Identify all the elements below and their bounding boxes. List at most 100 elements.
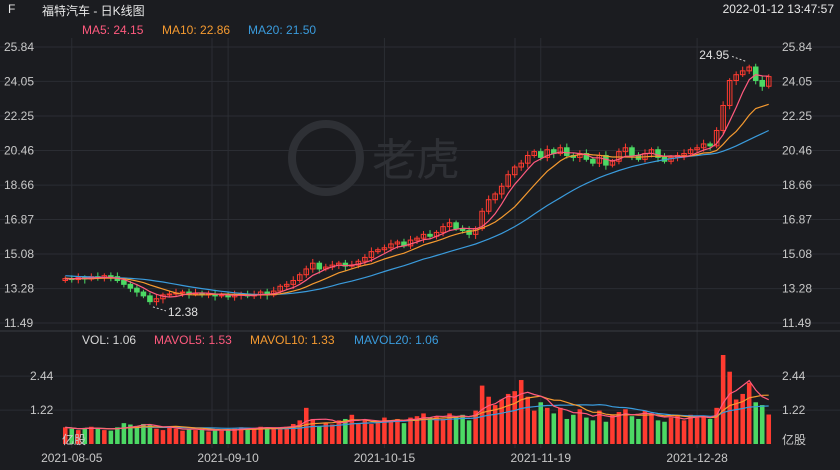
volume-bar [108, 430, 114, 444]
candle [427, 233, 433, 237]
volume-bar [401, 423, 407, 444]
volume-bar [636, 418, 641, 444]
candle [485, 199, 492, 212]
y-tick-left: 16.87 [4, 213, 34, 227]
y-tick-right: 24.05 [782, 74, 812, 88]
volume-bar [499, 399, 504, 444]
candle [283, 283, 290, 287]
annotation-leader [731, 55, 746, 62]
y-tick-right: 25.84 [782, 40, 812, 54]
volume-bar [349, 414, 355, 444]
volume-bar [727, 371, 732, 444]
vol-tick-left: 1.22 [30, 403, 54, 417]
volume-bar [408, 417, 413, 444]
annotation-low: 12.38 [168, 305, 198, 319]
x-tick-date: 2021-12-28 [666, 451, 728, 465]
candle [629, 147, 635, 156]
candle [498, 185, 505, 195]
candle [440, 226, 446, 233]
volume-bar [440, 418, 446, 444]
y-tick-right: 15.08 [782, 247, 812, 261]
volume-bar [193, 430, 198, 444]
volume-bar [160, 430, 166, 444]
volume-bar [629, 416, 635, 444]
y-tick-left: 24.05 [4, 74, 34, 88]
volume-bar [284, 426, 290, 444]
volume-bar [707, 418, 713, 444]
volume-bar [525, 396, 531, 444]
candle [303, 268, 310, 276]
legend-mavol20: MAVOL20: 1.06 [354, 333, 439, 347]
volume-bar [668, 417, 674, 444]
volume-bar [238, 427, 244, 444]
volume-bar [434, 416, 439, 444]
x-tick-date: 2021-10-15 [354, 451, 416, 465]
volume-bar [336, 420, 342, 444]
volume-bar [479, 385, 485, 444]
volume-bar [69, 428, 75, 444]
volume-bar [297, 420, 303, 444]
candle [147, 295, 153, 303]
volume-ma-lines [65, 379, 769, 431]
candle [179, 291, 186, 294]
legend-mavol5: MAVOL5: 1.53 [154, 333, 232, 347]
volume-bar [414, 416, 420, 444]
candle [681, 153, 687, 156]
candle [453, 222, 459, 230]
candle [290, 279, 297, 285]
volume-bar [115, 427, 120, 444]
volume-bar [323, 423, 329, 444]
volume-bar [564, 418, 570, 444]
candle [655, 149, 661, 158]
volume-bar [720, 355, 726, 444]
volume-bar [95, 428, 101, 444]
volume-bar [610, 414, 615, 444]
volume-bar [343, 418, 348, 444]
volume-bar [128, 424, 133, 444]
candle [388, 243, 394, 249]
volume-bar [427, 417, 433, 444]
volume-bar [206, 431, 211, 444]
volume-bar [590, 420, 596, 444]
candle [765, 76, 772, 87]
candle [694, 147, 700, 151]
candle [564, 147, 570, 156]
volume-bar [395, 418, 400, 444]
y-tick-left: 18.66 [4, 178, 34, 192]
volume-bar [271, 427, 276, 444]
y-tick-left: 20.46 [4, 143, 34, 157]
volume-bar [694, 417, 700, 444]
volume-bar [453, 416, 459, 444]
y-tick-right: 11.49 [782, 316, 811, 330]
volume-bar [89, 426, 94, 444]
watermark-logo-icon [288, 120, 364, 196]
volume-bar [531, 410, 537, 444]
grid [0, 38, 840, 448]
candle [218, 294, 225, 297]
candle [296, 274, 303, 281]
volume-bar [597, 410, 602, 444]
volume-bar [154, 428, 159, 444]
candle [375, 249, 381, 253]
volume-bar [544, 407, 550, 444]
x-tick-date: 2021-08-05 [41, 451, 103, 465]
annotation-high: 24.95 [699, 48, 729, 62]
volume-bar [356, 423, 361, 444]
volume-bar [460, 414, 465, 444]
candle [394, 241, 401, 245]
candle [707, 143, 713, 147]
volume-bar [167, 426, 172, 444]
volume-bar [616, 412, 622, 444]
volume-bar [388, 420, 394, 444]
volume-bar [258, 426, 263, 444]
mavol10-line [65, 394, 769, 431]
candle [720, 104, 726, 131]
volume-bar [746, 382, 752, 444]
volume-bar [558, 407, 563, 444]
candle [140, 291, 147, 297]
candle [381, 247, 388, 251]
volume-bar [382, 417, 387, 444]
volume-bar [121, 423, 127, 444]
volume-bar [147, 425, 153, 444]
volume-bar [766, 414, 772, 444]
